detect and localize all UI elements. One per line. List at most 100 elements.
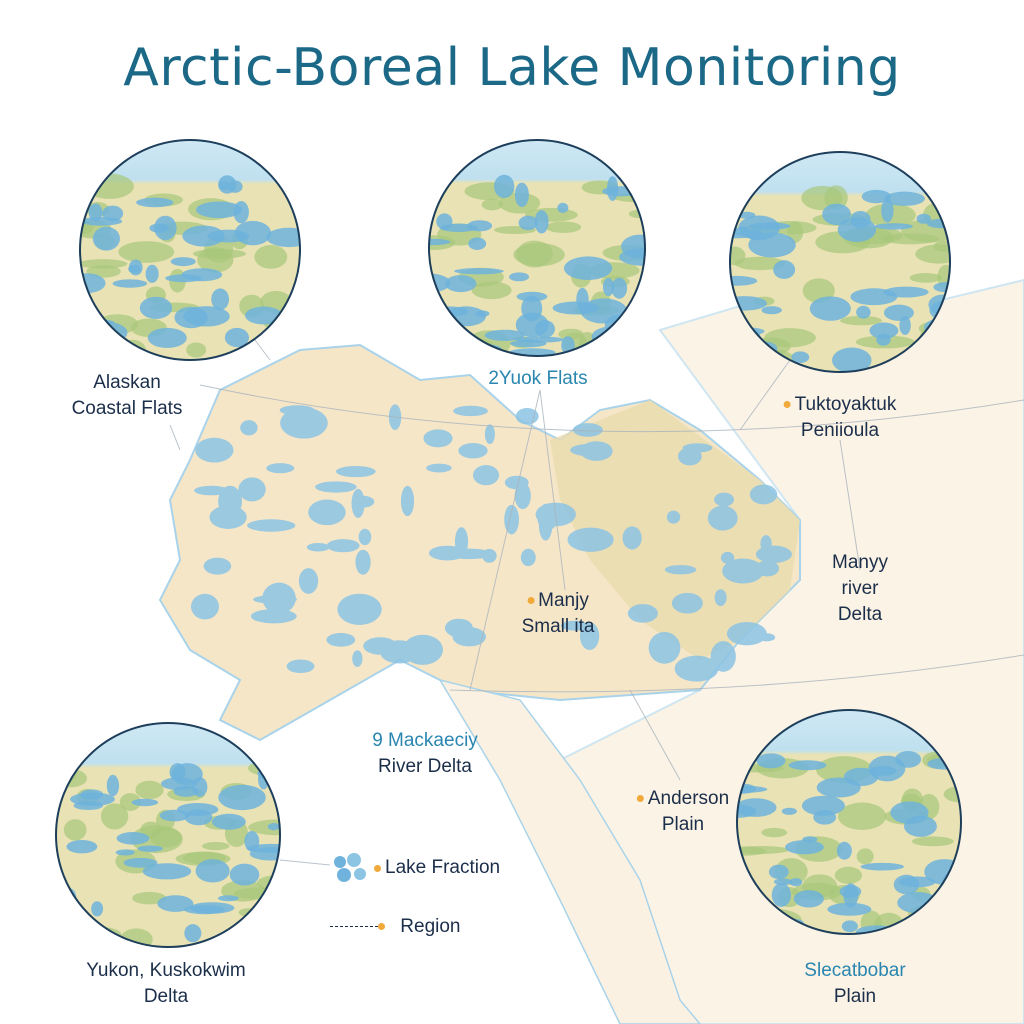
region-label-alaskan-coastal-flats[interactable]: Alaskan Coastal Flats: [72, 370, 183, 422]
region-label-yukon-kuskokwim-delta[interactable]: Yukon, Kuskokwim Delta: [86, 958, 245, 1010]
region-label-yuok-flats[interactable]: 2Yuok Flats: [488, 366, 587, 392]
lake: [247, 519, 296, 532]
lake: [520, 548, 536, 567]
marker-dot: [783, 401, 791, 409]
lake: [286, 659, 315, 674]
lake: [446, 548, 493, 560]
label-line: Small ita: [521, 616, 595, 637]
lake: [337, 593, 382, 625]
lake: [648, 631, 681, 664]
lake: [355, 549, 371, 575]
label-line: Delta: [837, 604, 883, 625]
legend-region: Region: [330, 916, 461, 938]
label-line: Tuktoyaktuk: [794, 394, 897, 415]
region-label-manyy-river-delta[interactable]: Manyy river Delta: [832, 550, 888, 628]
lake: [722, 558, 764, 584]
lake: [298, 568, 319, 594]
lake: [514, 482, 531, 510]
lake: [315, 481, 357, 493]
region-label-slecatbobar-plain[interactable]: Slecatbobar Plain: [804, 958, 905, 1010]
lake: [484, 424, 495, 445]
lake: [400, 485, 415, 517]
lake: [190, 593, 220, 620]
label-line: Manyy: [832, 552, 888, 573]
marker-dot: [378, 923, 385, 931]
lake: [760, 535, 772, 553]
label-line: Coastal Flats: [71, 398, 183, 419]
lake: [666, 510, 681, 524]
lake: [553, 504, 567, 516]
legend-label: Lake Fraction: [385, 857, 501, 879]
lake: [194, 485, 229, 496]
lake: [402, 634, 443, 665]
aerial-inset-circle[interactable]: [718, 709, 978, 940]
legend-label: Region: [400, 916, 461, 937]
label-line: Delta: [143, 986, 189, 1007]
lake: [627, 604, 658, 623]
lake: [504, 504, 520, 535]
label-line: Manjy: [538, 590, 589, 611]
lake: [451, 629, 480, 640]
lake: [538, 508, 553, 541]
lake: [426, 463, 452, 473]
lake: [572, 423, 603, 437]
region-label-tuktoyaktuk-peninsula[interactable]: Tuktoyaktuk Peniioula: [783, 392, 897, 444]
lake: [622, 526, 642, 550]
lake: [560, 620, 589, 631]
lake: [726, 622, 767, 646]
aerial-inset-circle[interactable]: [410, 139, 668, 362]
lake-cluster-icon: [334, 853, 366, 882]
inset-border: [729, 151, 951, 373]
region-label-mackenzie-river-delta[interactable]: 9 Mackaeciy River Delta: [372, 728, 478, 780]
lake: [335, 465, 376, 478]
label-line: Alaskan: [93, 372, 161, 393]
lake: [308, 499, 346, 526]
lake: [671, 592, 703, 614]
label-line: River Delta: [378, 756, 472, 777]
lake: [758, 633, 776, 642]
lake: [203, 557, 232, 575]
lake: [351, 495, 375, 508]
region-label-manjy-small[interactable]: Manjy Small ita: [522, 588, 595, 640]
lake: [720, 551, 735, 564]
lake: [755, 560, 780, 577]
label-line: 9 Mackaeciy: [372, 730, 478, 751]
lake: [423, 429, 453, 448]
aerial-inset-circle[interactable]: [59, 139, 321, 363]
lake: [262, 582, 296, 614]
label-line: Peniioula: [800, 420, 880, 441]
lake: [280, 407, 328, 439]
coast-south: [438, 678, 701, 1024]
lake: [358, 528, 372, 546]
label-line: river: [841, 578, 879, 599]
legend-lake-fraction: Lake Fraction: [330, 852, 500, 884]
lake: [677, 447, 702, 466]
marker-dot: [374, 864, 381, 872]
label-line: Slecatbobar: [804, 960, 906, 981]
lake: [453, 405, 488, 417]
lake: [352, 650, 363, 667]
lake: [749, 484, 778, 505]
region-label-anderson-plain[interactable]: Anderson Plain: [636, 786, 730, 838]
lake: [664, 565, 697, 575]
label-line: Anderson: [647, 788, 730, 809]
label-line: Plain: [833, 986, 877, 1007]
lake: [458, 443, 488, 459]
inset-border: [55, 722, 281, 948]
lake: [238, 477, 266, 502]
lake: [266, 463, 295, 474]
inset-border: [79, 139, 301, 361]
label-line: 2Yuok Flats: [488, 368, 588, 389]
lake: [504, 475, 529, 490]
lake: [567, 527, 614, 552]
graticule: [169, 339, 1024, 866]
lake: [714, 492, 735, 507]
lake: [240, 420, 258, 436]
lake: [579, 622, 600, 651]
lake: [292, 415, 307, 424]
label-line: Yukon, Kuskokwim: [86, 960, 246, 981]
lake: [195, 437, 234, 463]
lake: [326, 539, 360, 553]
aerial-inset-circle[interactable]: [42, 722, 306, 950]
lake: [472, 465, 500, 486]
